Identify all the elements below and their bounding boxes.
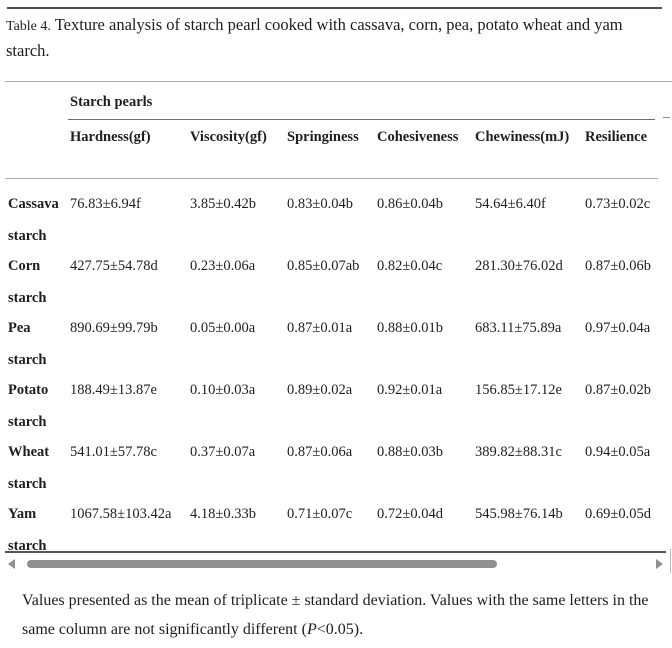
value-cell: 1067.58±103.42a bbox=[70, 506, 172, 522]
value-cell: 0.86±0.04b bbox=[377, 196, 443, 212]
value-cell: 0.87±0.06b bbox=[585, 258, 651, 274]
column-header-cohesiveness: Cohesiveness bbox=[377, 129, 459, 145]
value-cell: 541.01±57.78c bbox=[70, 444, 157, 460]
column-header-viscosity: Viscosity(gf) bbox=[190, 129, 267, 145]
header-divider bbox=[5, 178, 658, 179]
scroll-right-edge-line bbox=[670, 549, 671, 573]
row-label: Pea starch bbox=[8, 320, 47, 368]
value-cell: 0.23±0.06a bbox=[190, 258, 256, 274]
horizontal-scrollbar-thumb[interactable] bbox=[27, 560, 497, 568]
value-cell: 0.85±0.07ab bbox=[287, 258, 360, 274]
value-cell: 156.85±17.12e bbox=[475, 382, 562, 398]
value-cell: 389.82±88.31c bbox=[475, 444, 562, 460]
value-cell: 54.64±6.40f bbox=[475, 196, 546, 212]
row-label: Cassava starch bbox=[8, 196, 59, 244]
table-footnote: Values presented as the mean of triplica… bbox=[22, 586, 660, 644]
value-cell: 0.88±0.03b bbox=[377, 444, 443, 460]
table-row-pea: Pea starch 890.69±99.79b 0.05±0.00a 0.87… bbox=[0, 303, 672, 368]
table-row-wheat: Wheat starch 541.01±57.78c 0.37±0.07a 0.… bbox=[0, 427, 672, 492]
column-header-springiness: Springiness bbox=[287, 129, 359, 145]
value-cell: 3.85±0.42b bbox=[190, 196, 256, 212]
table-caption-text: Texture analysis of starch pearl cooked … bbox=[6, 15, 623, 60]
column-header-chewiness: Chewiness(mJ) bbox=[475, 129, 570, 145]
value-cell: 0.82±0.04c bbox=[377, 258, 443, 274]
value-cell: 76.83±6.94f bbox=[70, 196, 141, 212]
value-cell: 0.83±0.04b bbox=[287, 196, 353, 212]
footnote-text-start: Values presented as the mean of triplica… bbox=[22, 592, 649, 638]
value-cell: 188.49±13.87e bbox=[70, 382, 157, 398]
value-cell: 0.72±0.04d bbox=[377, 506, 443, 522]
value-cell: 0.87±0.01a bbox=[287, 320, 353, 336]
table-row-cassava: Cassava starch 76.83±6.94f 3.85±0.42b 0.… bbox=[0, 179, 672, 244]
column-header-resilience: Resilience bbox=[585, 129, 648, 145]
group-header-underline-dash bbox=[663, 117, 670, 118]
value-cell: 0.69±0.05d bbox=[585, 506, 651, 522]
value-cell: 0.71±0.07c bbox=[287, 506, 353, 522]
value-cell: 0.94±0.05a bbox=[585, 444, 651, 460]
column-header-row: Hardness(gf) Viscosity(gf) Springiness C… bbox=[0, 128, 672, 146]
table-caption: Table 4. Texture analysis of starch pear… bbox=[6, 13, 664, 63]
value-cell: 4.18±0.33b bbox=[190, 506, 256, 522]
row-label: Wheat starch bbox=[8, 444, 50, 492]
row-label: Corn starch bbox=[8, 258, 47, 306]
value-cell: 545.98±76.14b bbox=[475, 506, 563, 522]
value-cell: 0.73±0.02c bbox=[585, 196, 651, 212]
scroll-left-arrow-icon[interactable] bbox=[8, 559, 15, 569]
table-body: Cassava starch 76.83±6.94f 3.85±0.42b 0.… bbox=[0, 179, 672, 554]
footnote-p-symbol: P bbox=[306, 621, 317, 638]
table-caption-label: Table 4. bbox=[6, 19, 51, 34]
column-header-hardness: Hardness(gf) bbox=[70, 129, 151, 145]
value-cell: 890.69±99.79b bbox=[70, 320, 158, 336]
row-label: Potato starch bbox=[8, 382, 49, 430]
caption-divider bbox=[5, 81, 672, 82]
value-cell: 0.88±0.01b bbox=[377, 320, 443, 336]
value-cell: 0.87±0.02b bbox=[585, 382, 651, 398]
value-cell: 683.11±75.89a bbox=[475, 320, 562, 336]
group-header-underline bbox=[68, 119, 655, 120]
table-bottom-border bbox=[5, 551, 666, 553]
horizontal-scrollbar[interactable] bbox=[0, 549, 672, 573]
column-header-spacer bbox=[8, 128, 70, 146]
table-top-border bbox=[7, 7, 662, 9]
value-cell: 0.87±0.06a bbox=[287, 444, 353, 460]
value-cell: 0.05±0.00a bbox=[190, 320, 256, 336]
value-cell: 0.37±0.07a bbox=[190, 444, 256, 460]
footnote-text-end: <0.05). bbox=[316, 621, 364, 638]
value-cell: 0.97±0.04a bbox=[585, 320, 651, 336]
row-label: Yam starch bbox=[8, 506, 47, 554]
column-group-header: Starch pearls bbox=[70, 94, 153, 110]
value-cell: 281.30±76.02d bbox=[475, 258, 563, 274]
value-cell: 0.92±0.01a bbox=[377, 382, 443, 398]
value-cell: 0.89±0.02a bbox=[287, 382, 353, 398]
table-row-yam: Yam starch 1067.58±103.42a 4.18±0.33b 0.… bbox=[0, 489, 672, 554]
value-cell: 0.10±0.03a bbox=[190, 382, 256, 398]
table-row-corn: Corn starch 427.75±54.78d 0.23±0.06a 0.8… bbox=[0, 241, 672, 306]
scroll-right-arrow-icon[interactable] bbox=[656, 559, 663, 569]
article-table-figure: Table 4. Texture analysis of starch pear… bbox=[0, 7, 672, 648]
group-header-underline-row bbox=[0, 117, 672, 120]
table-row-potato: Potato starch 188.49±13.87e 0.10±0.03a 0… bbox=[0, 365, 672, 430]
value-cell: 427.75±54.78d bbox=[70, 258, 158, 274]
